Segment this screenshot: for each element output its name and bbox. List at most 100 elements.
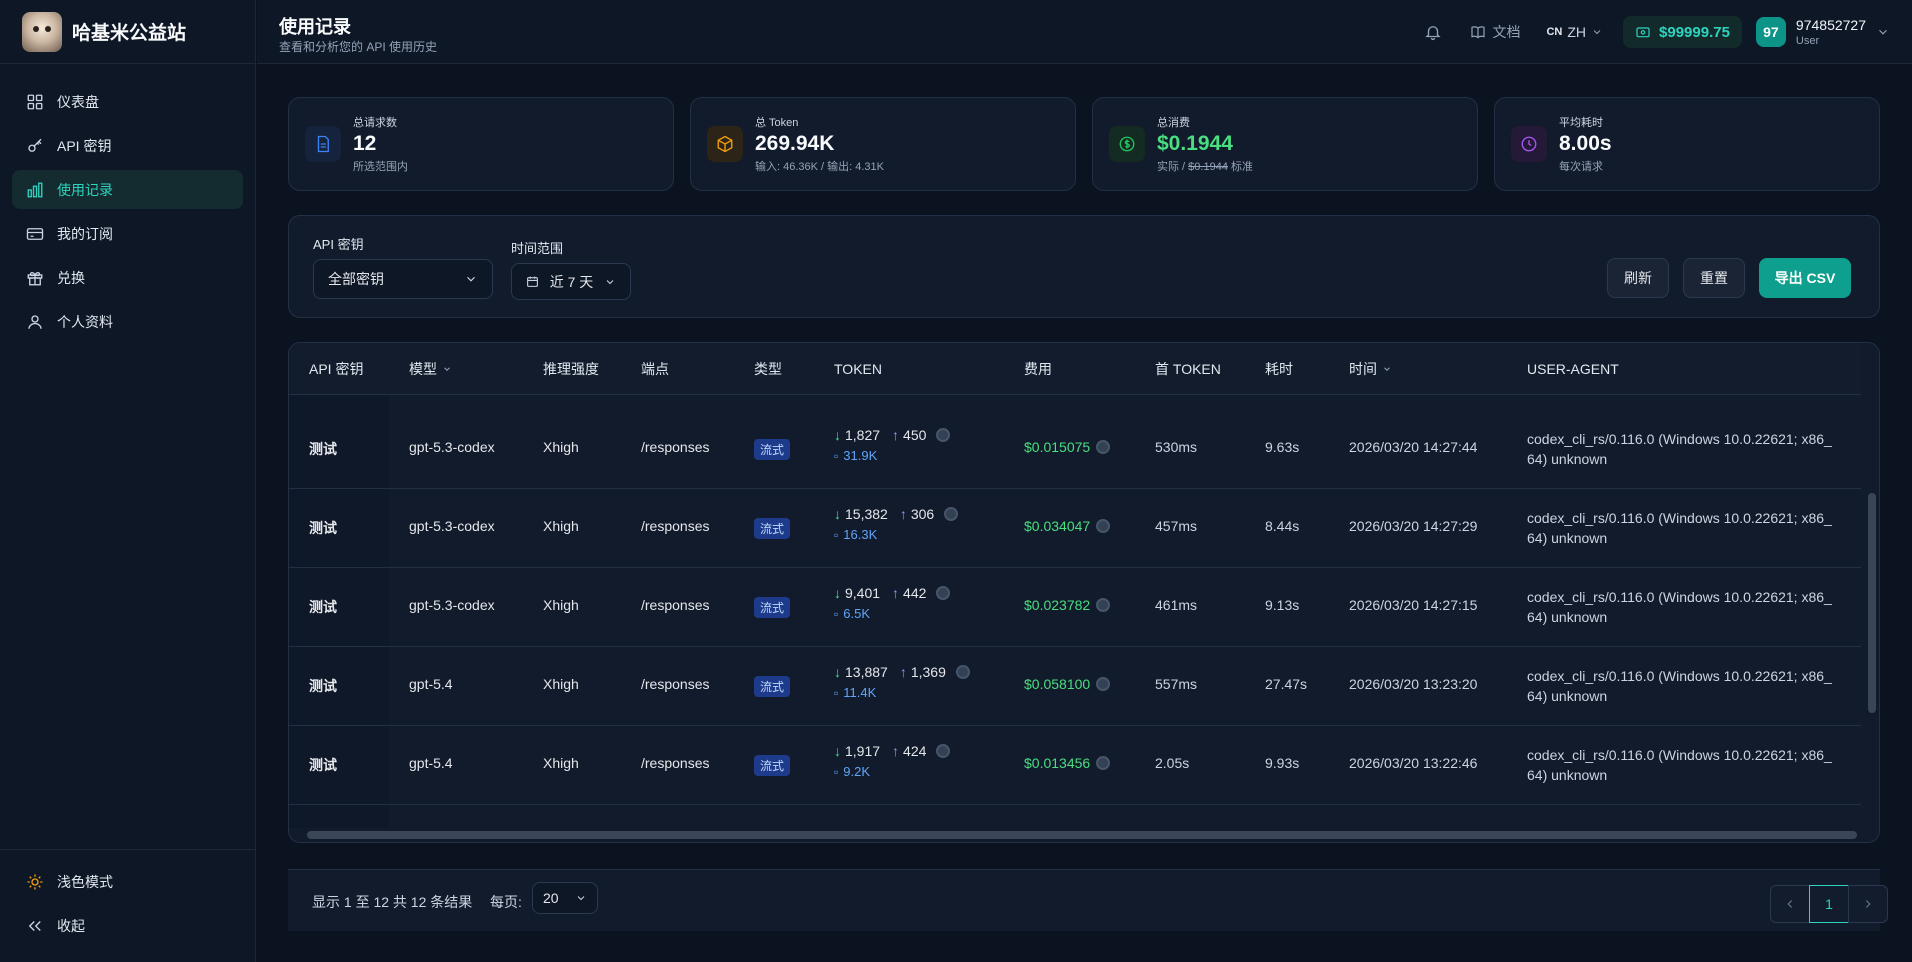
sidebar-nav: 仪表盘 API 密钥 使用记录 我的订阅 兑换 个人资料 [0, 64, 255, 364]
wallet-icon [1636, 27, 1650, 38]
sidebar-item-api-keys[interactable]: API 密钥 [12, 126, 243, 165]
time-range-select[interactable]: 近 7 天 [511, 263, 631, 300]
info-icon[interactable] [1096, 677, 1111, 691]
refresh-button[interactable]: 刷新 [1607, 258, 1669, 298]
cost-value: $0.013456 [1024, 755, 1091, 771]
column-header-model[interactable]: 模型 [409, 343, 452, 395]
sidebar-item-profile[interactable]: 个人资料 [12, 302, 243, 341]
pagination-bar: 显示 1 至 12 共 12 条结果 每页: 20 1 [288, 869, 1888, 931]
notification-button[interactable] [1416, 15, 1450, 49]
next-page-button[interactable] [1848, 885, 1888, 923]
info-icon[interactable] [1096, 519, 1111, 533]
sidebar-item-label: 我的订阅 [57, 225, 113, 242]
export-csv-button[interactable]: 导出 CSV [1759, 258, 1851, 298]
user-menu[interactable]: 97 974852727 User [1755, 17, 1890, 47]
cell-duration: 8.44s [1265, 518, 1300, 534]
user-agent-line: 64) unknown [1527, 609, 1608, 625]
chevron-down-icon [467, 276, 475, 282]
stat-sub: 实际 / $0.1944 标准 [1157, 158, 1253, 174]
stream-badge: 流式 [754, 597, 791, 618]
info-icon[interactable] [1096, 756, 1111, 770]
table-row[interactable]: 测试 gpt-5.4 Xhigh/responses 流式 ↓ 1,917 ↑ 424 ▫ 9.2… [289, 726, 1861, 805]
column-header-first-token: 首 TOKEN [1155, 361, 1221, 377]
cell-type: 流式 [754, 439, 791, 460]
stream-badge: 流式 [754, 755, 791, 776]
info-icon[interactable] [955, 665, 970, 679]
cell-first-token: 530ms [1155, 439, 1198, 455]
stat-card-tokens: 总 Token 269.94K 输入: 46.36K / 输出: 4.31K [690, 97, 1076, 191]
sidebar-item-usage[interactable]: 使用记录 [12, 170, 243, 209]
stat-value: 12 [353, 132, 377, 155]
cell-endpoint: /responses [641, 439, 710, 455]
info-icon[interactable] [1096, 598, 1111, 612]
info-icon[interactable] [944, 507, 959, 521]
gift-icon [27, 271, 43, 285]
info-icon[interactable] [936, 428, 951, 442]
theme-toggle[interactable]: 浅色模式 [12, 862, 244, 901]
cell-type: 流式 [754, 676, 791, 697]
vertical-scroll-thumb[interactable] [1868, 493, 1876, 713]
sidebar-item-label: 使用记录 [57, 181, 113, 198]
sidebar-item-subscriptions[interactable]: 我的订阅 [12, 214, 243, 253]
user-agent-line: codex_cli_rs/0.116.0 (Windows 10.0.22621… [1527, 668, 1832, 684]
stat-label: 总请求数 [353, 117, 397, 129]
per-page-select[interactable]: 20 [532, 882, 598, 914]
language-selector[interactable]: CN ZH [1540, 24, 1609, 40]
cell-user-agent: codex_cli_rs/0.116.0 (Windows 10.0.22621… [1527, 429, 1847, 469]
info-icon[interactable] [1096, 440, 1111, 454]
vertical-scrollbar[interactable] [1865, 343, 1879, 842]
stat-value: 269.94K [755, 132, 835, 155]
api-key-select[interactable]: 全部密钥 [313, 259, 493, 299]
cell-first-token: 557ms [1155, 676, 1198, 692]
chevron-right-icon [1865, 900, 1871, 908]
brand[interactable]: 哈基米公益站 [0, 0, 255, 64]
card-icon [26, 227, 44, 240]
api-key-select-value: 全部密钥 [328, 271, 384, 287]
column-header-time[interactable]: 时间 [1349, 343, 1392, 395]
document-icon [305, 126, 341, 162]
column-header-user-agent: USER-AGENT [1527, 361, 1619, 377]
prev-page-button[interactable] [1770, 885, 1810, 923]
arrow-down-icon: ↓ [834, 664, 841, 680]
stat-card-cost: 总消费 $0.1944 实际 / $0.1944 标准 [1092, 97, 1478, 191]
horizontal-scrollbar[interactable] [289, 828, 1879, 842]
sidebar-item-label: 兑换 [57, 269, 85, 286]
brand-logo [22, 11, 62, 52]
book-icon [1471, 26, 1486, 39]
user-agent-line: 64) unknown [1527, 688, 1608, 704]
table-row[interactable]: 测试 gpt-5.4 Xhigh/responses 流式 ↓ 13,887 ↑ 1,369 ▫… [289, 647, 1861, 726]
input-tokens: 15,382 [845, 506, 888, 522]
cache-tokens: 6.5K [843, 606, 871, 621]
cell-endpoint: /responses [641, 676, 710, 692]
sidebar-item-redeem[interactable]: 兑换 [12, 258, 243, 297]
docs-link[interactable]: 文档 [1464, 22, 1526, 42]
info-icon[interactable] [936, 586, 951, 600]
arrow-down-icon: ↓ [834, 506, 841, 522]
cache-icon: ▫ [834, 606, 839, 621]
sidebar: 哈基米公益站 仪表盘 API 密钥 使用记录 我的订阅 兑换 个人资料 [0, 0, 256, 962]
page-button-current[interactable]: 1 [1809, 885, 1849, 923]
double-chevron-left-icon [28, 920, 41, 931]
collapse-button[interactable]: 收起 [12, 906, 244, 945]
stat-label: 总消费 [1157, 117, 1190, 129]
input-tokens: 13,887 [845, 664, 888, 680]
table-row[interactable]: 测试 gpt-5.3-codex Xhigh/responses 流式 ↓ 1,827 ↑ 4… [289, 410, 1861, 489]
language-label: ZH [1567, 24, 1587, 40]
column-header-model-label: 模型 [409, 361, 437, 377]
cell-model: gpt-5.4 [409, 676, 453, 692]
cost-value: $0.034047 [1024, 518, 1091, 534]
table-row[interactable]: 测试 gpt-5.3-codex Xhigh/responses 流式 ↓ 9,401 ↑ 4… [289, 568, 1861, 647]
output-tokens: 424 [903, 743, 927, 759]
main-content: 总请求数 12 所选范围内 总 Token 269.94K 输入: 46.36K… [257, 65, 1912, 962]
sidebar-item-dashboard[interactable]: 仪表盘 [12, 82, 243, 121]
brand-name: 哈基米公益站 [72, 23, 187, 44]
column-header-time-label: 时间 [1349, 361, 1377, 377]
cell-duration: 9.13s [1265, 597, 1300, 613]
table-row[interactable]: 测试 gpt-5.3-codex Xhigh/responses 流式 ↓ 15,382 ↑… [289, 489, 1861, 568]
per-page-label: 每页: [490, 894, 522, 910]
balance-badge[interactable]: $99999.75 [1623, 16, 1742, 48]
horizontal-scroll-thumb[interactable] [307, 831, 1857, 839]
stat-sub: 每次请求 [1559, 161, 1603, 173]
reset-button[interactable]: 重置 [1683, 258, 1745, 298]
info-icon[interactable] [936, 744, 951, 758]
